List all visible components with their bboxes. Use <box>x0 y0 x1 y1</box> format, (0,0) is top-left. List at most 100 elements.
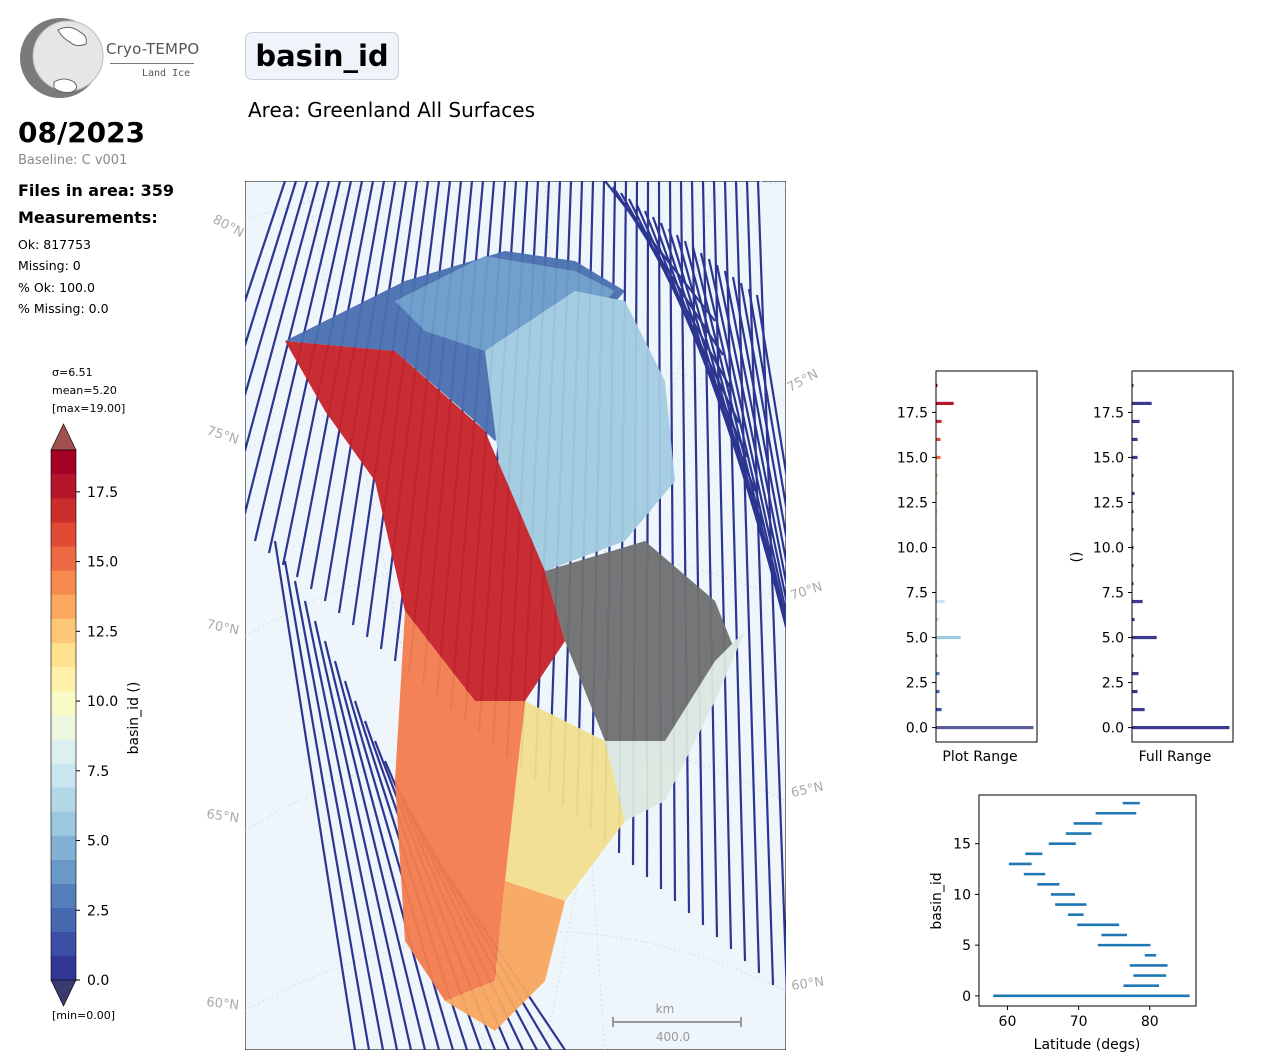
histogram-bar <box>1132 635 1157 640</box>
histogram-bar <box>936 419 942 424</box>
lat-chart-ytick-label: 15 <box>953 837 971 853</box>
hist-plot-frame <box>935 370 1038 743</box>
histogram-bar <box>936 617 939 622</box>
colorbar-segment <box>51 931 76 957</box>
histogram-tick-label: 15.0 <box>897 450 928 466</box>
histogram-tick-label: 12.5 <box>897 495 928 511</box>
colorbar-tick-label: 0.0 <box>87 973 109 989</box>
histogram-bar <box>936 401 954 406</box>
histogram-bar <box>936 437 941 442</box>
histogram-bar <box>1132 545 1134 550</box>
basin-east-grey <box>545 541 735 741</box>
colorbar: 0.0 2.5 5.0 7.5 10.0 12.5 15.0 17.5 basin_id () <box>50 423 142 1007</box>
colorbar-segment <box>51 522 76 547</box>
histogram-bar <box>1132 437 1138 442</box>
stat-ok: Ok: 817753 <box>18 237 91 252</box>
histogram-bar <box>1132 455 1138 460</box>
colorbar-segment <box>51 474 76 499</box>
histogram-bar <box>936 689 940 694</box>
lat-chart-xtick-label: 80 <box>1141 1014 1159 1030</box>
variable-title: basin_id <box>245 32 399 80</box>
colorbar-over-arrow <box>50 423 77 451</box>
histogram-bar <box>936 455 941 460</box>
colorbar-segment <box>51 835 76 860</box>
lat-label-70-left: 70°N <box>205 617 240 638</box>
histogram-full-range: 0.0 2.5 5.0 7.5 10.0 12.5 15.0 17.5 () Full Ran… <box>1070 370 1234 765</box>
colorbar-segment <box>51 450 76 475</box>
lat-label-65-right: 65°N <box>790 779 825 800</box>
histogram-bar <box>1132 563 1134 568</box>
colorbar-segment <box>51 618 76 644</box>
histogram-bar <box>936 473 938 478</box>
colorbar-segment <box>51 859 76 884</box>
lat-label-75-left: 75°N <box>205 424 241 448</box>
colorbar-segment <box>51 739 76 764</box>
colorbar-tick-label: 17.5 <box>87 485 118 501</box>
lat-label-60-left: 60°N <box>206 995 240 1013</box>
histogram-plot-range: 0.0 2.5 5.0 7.5 10.0 12.5 15.0 17.5 Plot Range <box>897 370 1038 765</box>
colorbar-label: basin_id () <box>126 682 142 755</box>
histogram-bar <box>936 491 938 496</box>
histogram-tick-label: 0.0 <box>906 721 928 737</box>
histogram-bar <box>1132 653 1134 658</box>
colorbar-under-arrow <box>50 979 77 1007</box>
lat-chart-xlabel: Latitude (degs) <box>1034 1037 1141 1053</box>
scale-unit: km <box>656 1002 675 1016</box>
stat-percent-ok: % Ok: 100.0 <box>18 280 95 295</box>
cryo-tempo-logo <box>20 18 104 98</box>
scale-value: 400.0 <box>656 1030 690 1044</box>
colorbar-max: [max=19.00] <box>52 402 126 415</box>
lat-label-75-right: 75°N <box>785 367 821 396</box>
colorbar-segment <box>51 594 76 619</box>
colorbar-tick-label: 15.0 <box>87 555 118 571</box>
histogram-tick-label: 0.0 <box>1102 721 1124 737</box>
logo-divider <box>110 63 194 64</box>
histogram-bar <box>1132 599 1143 604</box>
lat-label-65-left: 65°N <box>205 807 240 826</box>
histogram-tick-label: 15.0 <box>1093 450 1124 466</box>
colorbar-tick-label: 10.0 <box>87 694 118 710</box>
histogram-bar <box>936 725 1034 730</box>
period-date: 08/2023 <box>18 116 146 149</box>
colorbar-segment <box>51 955 76 981</box>
lat-chart-ytick-label: 5 <box>962 938 971 954</box>
lat-chart-xtick-label: 70 <box>1070 1014 1088 1030</box>
files-count: Files in area: 359 <box>18 181 174 200</box>
histogram-bar <box>1132 383 1134 388</box>
hist-full-frame <box>1131 370 1234 743</box>
histogram-bar <box>936 545 938 550</box>
colorbar-segment <box>51 811 76 836</box>
histogram-tick-label: 5.0 <box>906 631 928 647</box>
histogram-tick-label: 17.5 <box>1093 405 1124 421</box>
histogram-bar <box>936 581 938 586</box>
measurements-title: Measurements: <box>18 208 158 227</box>
histogram-tick-label: 10.0 <box>1093 540 1124 556</box>
colorbar-tick-label: 7.5 <box>87 764 109 780</box>
colorbar-segment <box>51 763 76 788</box>
basin-southwest-orange <box>395 611 525 1001</box>
histogram-tick-label: 2.5 <box>906 676 928 692</box>
colorbar-segment <box>51 907 76 933</box>
greenland-map: km 400.0 <box>245 181 786 1050</box>
histogram-bar <box>1132 509 1134 514</box>
lat-label-70-right: 70°N <box>789 579 825 603</box>
colorbar-tick-label: 12.5 <box>87 624 118 640</box>
histogram-tick-label: 2.5 <box>1102 676 1124 692</box>
lat-chart-frame <box>978 794 1197 1007</box>
colorbar-segment <box>51 642 76 668</box>
colorbar-segment <box>51 883 76 909</box>
basin-south-tip <box>445 881 565 1031</box>
histogram-tick-label: 5.0 <box>1102 631 1124 647</box>
colorbar-mean: mean=5.20 <box>52 384 117 397</box>
colorbar-segment <box>51 570 76 595</box>
colorbar-segment <box>51 715 76 740</box>
histogram-tick-label: 10.0 <box>897 540 928 556</box>
histogram-tick-label: 7.5 <box>906 586 928 602</box>
histogram-bar <box>936 707 942 712</box>
stat-missing: Missing: 0 <box>18 258 81 273</box>
histogram-bar <box>1132 419 1140 424</box>
histogram-bar <box>936 563 938 568</box>
histogram-bar <box>1132 473 1134 478</box>
colorbar-tick-label: 5.0 <box>87 834 109 850</box>
histogram-bar <box>1132 689 1138 694</box>
